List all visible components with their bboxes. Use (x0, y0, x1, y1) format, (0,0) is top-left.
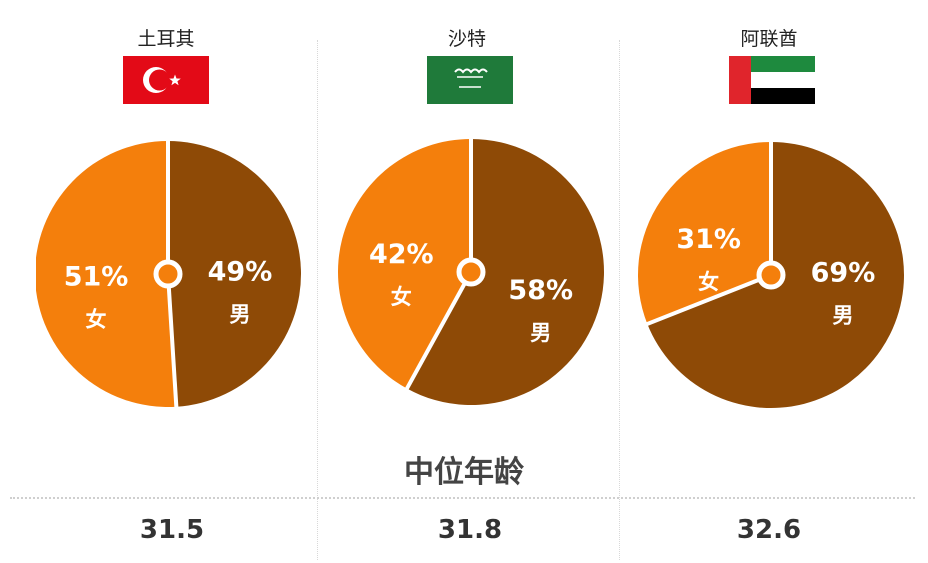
pie-center-ring (756, 260, 786, 290)
median-age-turkey: 31.5 (139, 515, 205, 545)
saudi-arabia-flag-icon (427, 56, 513, 104)
turkey-flag-icon (123, 56, 209, 104)
slice-separator (166, 273, 179, 409)
male-sex-label: 男 (530, 321, 551, 345)
pie-chart-saudi-arabia: 58% 男 42% 女 (338, 137, 604, 405)
pie-center-ring (456, 257, 486, 287)
pie-center-ring (153, 259, 183, 289)
female-percent-label: 42% (369, 239, 434, 270)
pie-slice-female (36, 141, 177, 407)
male-percent-label: 49% (208, 257, 273, 288)
pie-slice-male (168, 141, 301, 407)
female-percent-label: 51% (64, 261, 129, 292)
column-divider (619, 40, 620, 560)
female-sex-label: 女 (391, 285, 412, 309)
male-percent-label: 58% (508, 275, 573, 306)
median-age-title: 中位年龄 (404, 455, 524, 490)
male-sex-label: 男 (229, 303, 250, 327)
median-age-saudi-arabia: 31.8 (437, 515, 503, 545)
median-age-uae: 32.6 (736, 515, 802, 545)
pie-chart-uae: 69% 男 31% 女 (638, 140, 904, 408)
slice-separator (404, 271, 473, 392)
row-divider (10, 497, 915, 499)
slice-separator (644, 273, 772, 327)
pie-slice-male (406, 139, 604, 405)
column-divider (317, 40, 318, 560)
male-sex-label: 男 (832, 303, 853, 327)
pie-slice-female (338, 139, 471, 389)
female-sex-label: 女 (698, 270, 719, 294)
male-percent-label: 69% (811, 257, 876, 288)
country-name-saudi-arabia: 沙特 (447, 28, 486, 50)
country-name-turkey: 土耳其 (137, 28, 195, 50)
pie-slice-female (638, 142, 771, 324)
uae-flag-icon (729, 56, 815, 104)
country-name-uae: 阿联酋 (740, 28, 798, 50)
female-percent-label: 31% (676, 224, 741, 255)
female-sex-label: 女 (86, 307, 107, 331)
pie-chart-turkey: 49% 男 51% 女 (36, 139, 301, 409)
